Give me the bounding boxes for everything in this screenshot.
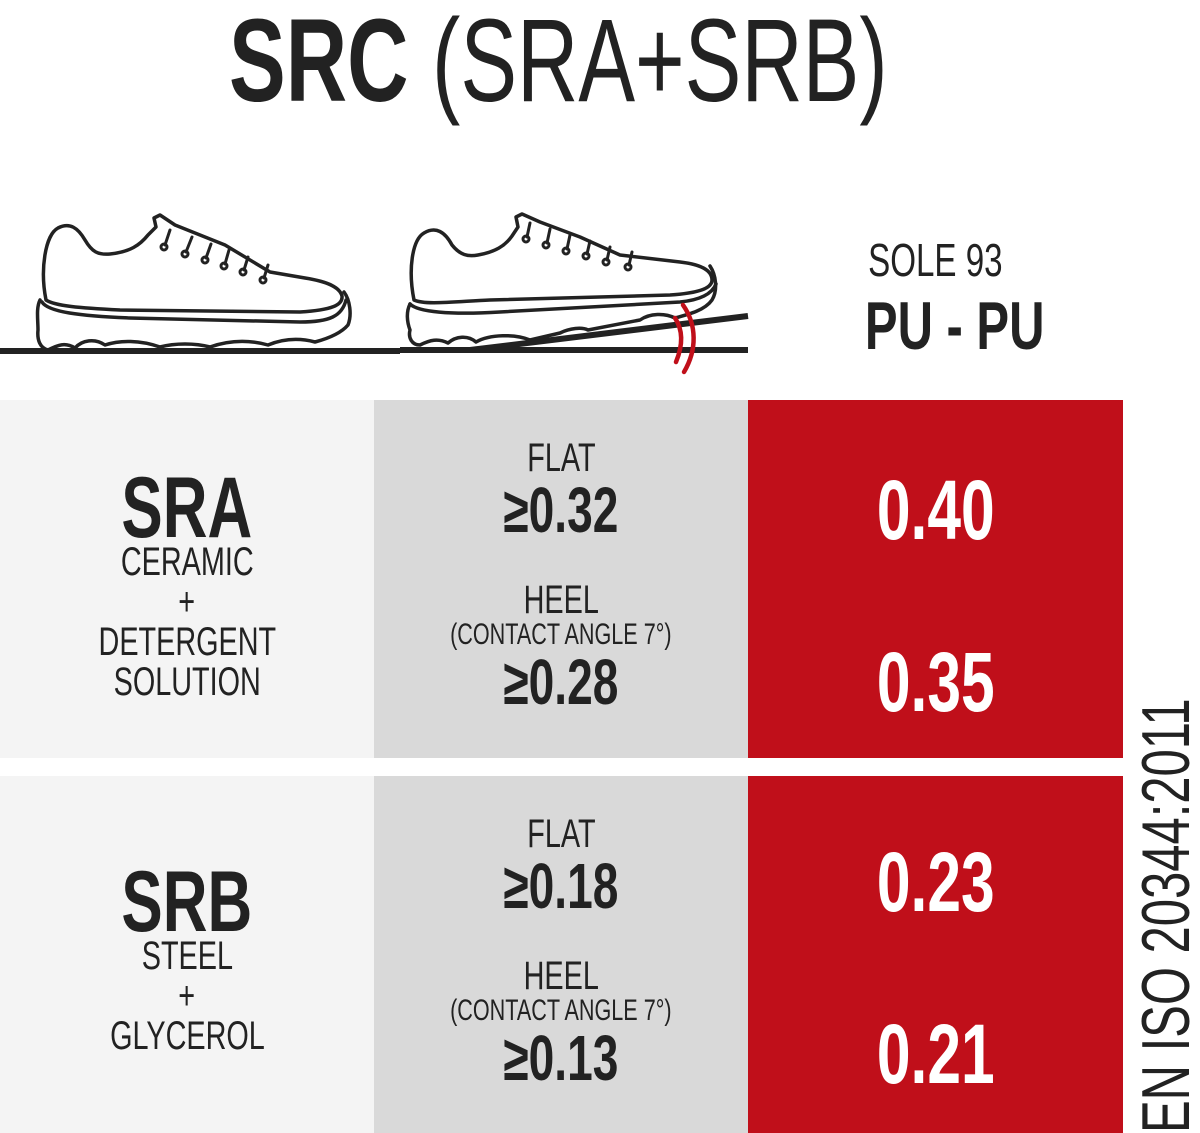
- plus-label: +: [178, 974, 196, 1018]
- test-condition-cell: SRA CERAMIC + DETERGENT SOLUTION: [0, 400, 374, 758]
- incline-line: [469, 313, 749, 353]
- flat-requirement: ≥0.32: [503, 474, 619, 546]
- standard-text: EN ISO 20344:2011: [1128, 698, 1200, 1133]
- heel-requirement: ≥0.28: [503, 646, 619, 718]
- heel-label: HEEL: [523, 954, 599, 998]
- sole-number: SOLE 93: [867, 234, 1003, 286]
- surface-label: CERAMIC: [120, 540, 254, 584]
- lubricant-label: GLYCEROL: [109, 1014, 265, 1058]
- heel-result: 0.35: [876, 635, 995, 729]
- heel-label: HEEL: [523, 578, 599, 622]
- heel-requirement: ≥0.13: [503, 1022, 619, 1094]
- heel-note: (CONTACT ANGLE 7°): [450, 994, 672, 1027]
- flat-shoe-icon: [35, 213, 352, 352]
- plus-label: +: [178, 580, 196, 624]
- heel-result: 0.21: [876, 1007, 995, 1101]
- test-code: SRB: [121, 854, 253, 950]
- flat-requirement: ≥0.18: [503, 850, 619, 922]
- title-normal: (SRA+SRB): [431, 0, 888, 127]
- flat-ground-line: [0, 348, 400, 354]
- flat-result: 0.23: [876, 835, 995, 929]
- heel-shoe-icon: [405, 212, 718, 347]
- lubricant-label: DETERGENT: [98, 620, 276, 664]
- title-bold: SRC: [228, 0, 409, 127]
- result-cell: 0.40 0.35: [748, 400, 1123, 758]
- lubricant-label-2: SOLUTION: [113, 660, 261, 704]
- slip-waves-icon: [672, 302, 696, 375]
- test-condition-cell: SRB STEEL + GLYCEROL: [0, 776, 374, 1133]
- surface-label: STEEL: [141, 934, 233, 978]
- heel-note: (CONTACT ANGLE 7°): [450, 618, 672, 651]
- result-cell: 0.23 0.21: [748, 776, 1123, 1133]
- flat-result: 0.40: [876, 463, 995, 557]
- sole-material: PU - PU: [864, 288, 1045, 364]
- requirement-cell: FLAT ≥0.18 HEEL (CONTACT ANGLE 7°) ≥0.13: [374, 776, 748, 1133]
- heel-ground-line: [400, 347, 748, 353]
- sole-info: SOLE 93 PU - PU: [830, 232, 1045, 364]
- row-srb: SRB STEEL + GLYCEROL FLAT ≥0.18 HEEL (CO…: [0, 776, 1123, 1133]
- flat-label: FLAT: [526, 812, 596, 856]
- requirement-cell: FLAT ≥0.32 HEEL (CONTACT ANGLE 7°) ≥0.28: [374, 400, 748, 758]
- standard-label: EN ISO 20344:2011: [1128, 698, 1200, 1133]
- row-sra: SRA CERAMIC + DETERGENT SOLUTION FLAT ≥0…: [0, 400, 1123, 758]
- page-title: SRC (SRA+SRB): [0, 0, 1116, 130]
- flat-label: FLAT: [526, 436, 596, 480]
- test-code: SRA: [121, 460, 253, 556]
- shoe-illustrations: [0, 212, 749, 375]
